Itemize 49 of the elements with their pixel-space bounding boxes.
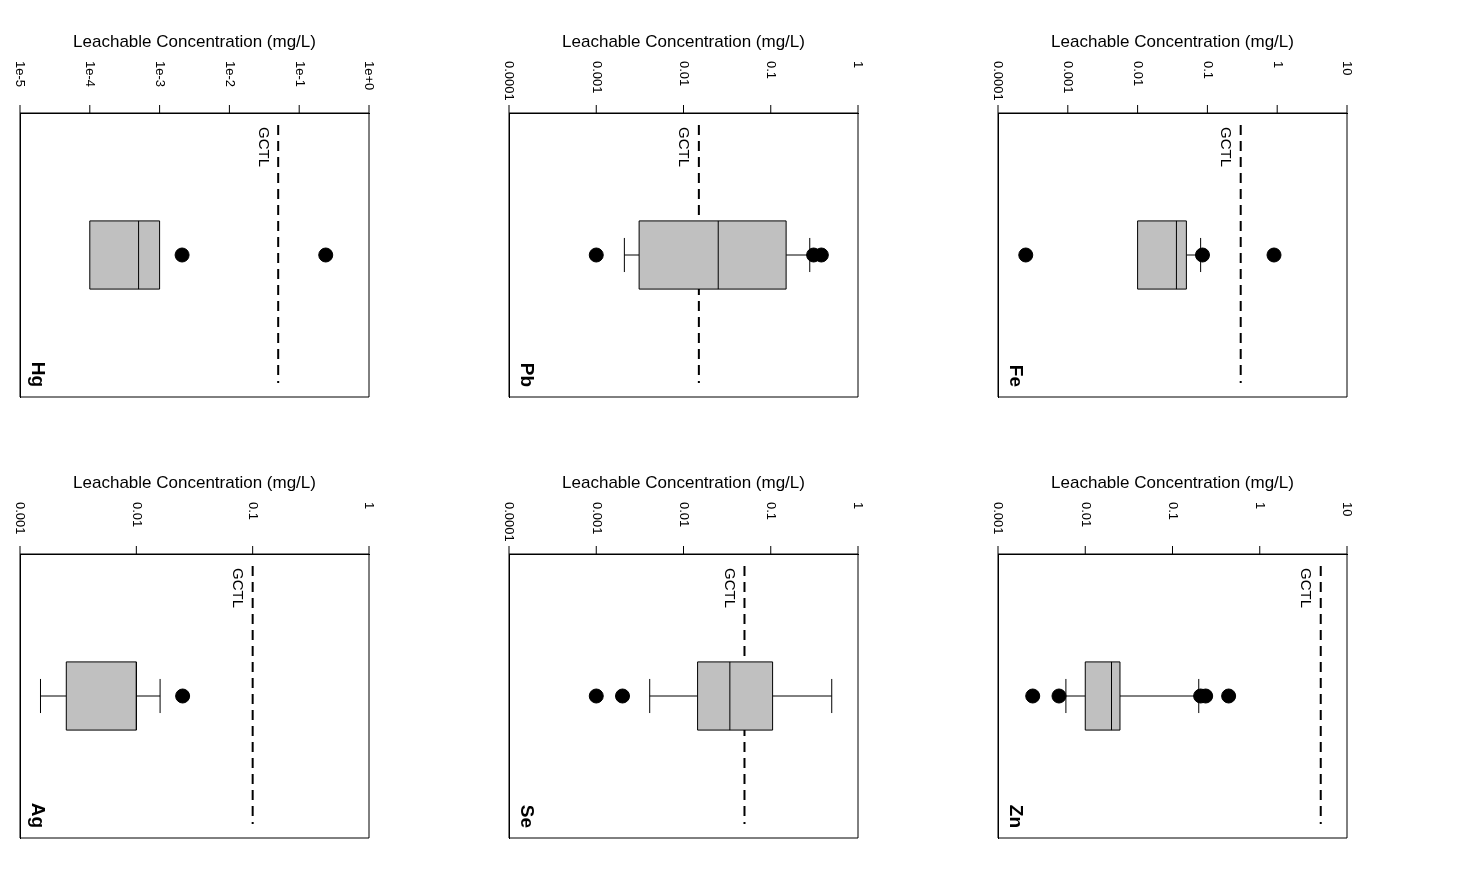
x-tick-label: 1e+0 [362,61,378,91]
text: Pb [517,362,539,387]
x-axis-title: Leachable Concentration (mg/L) [73,32,316,52]
x-tick-label: 0.1 [1165,502,1181,521]
x-tick-label: 0.001 [589,61,605,94]
x-tick-label: 0.0001 [502,61,518,101]
x-tick-label: 10 [1340,502,1356,517]
text: Zn [1006,804,1028,828]
x-tick-label: 0.01 [129,502,145,528]
x-tick-label: 1e-2 [222,61,238,88]
text: Hg [28,361,50,387]
ref-line-label: GCTL [676,127,694,168]
x-tick-label: 0.1 [764,61,780,80]
x-axis-title: Leachable Concentration (mg/L) [1051,473,1294,493]
x-tick-label: 0.01 [1131,61,1147,87]
x-tick-label: 0.0001 [502,502,518,542]
x-axis-title: Leachable Concentration (mg/L) [73,473,316,493]
x-tick-label: 0.1 [1200,61,1216,80]
text: Ag [28,802,50,828]
x-tick-label: 0.0001 [991,61,1007,101]
text: Se [517,804,539,828]
x-tick-label: 0.01 [676,502,692,528]
x-axis-title: Leachable Concentration (mg/L) [562,473,805,493]
x-tick-label: 1 [1270,61,1286,69]
x-axis-title: Leachable Concentration (mg/L) [562,32,805,52]
ref-line-label: GCTL [1298,568,1316,609]
ref-line-label: GCTL [230,568,248,609]
x-tick-label: 1e-3 [153,61,169,88]
x-tick-label: 1 [362,502,378,510]
x-tick-label: 0.01 [1078,502,1094,528]
x-tick-label: 1 [1253,502,1269,510]
x-tick-label: 0.01 [676,61,692,87]
x-tick-label: 1 [851,502,867,510]
x-tick-label: 0.001 [13,502,29,535]
ref-line-label: GCTL [255,127,273,168]
x-tick-label: 0.1 [764,502,780,521]
ref-line-label: GCTL [721,568,739,609]
x-tick-label: 0.1 [246,502,262,521]
x-axis-title: Leachable Concentration (mg/L) [1051,32,1294,52]
x-tick-label: 1e-1 [292,61,308,88]
x-tick-label: 1e-5 [13,61,29,88]
x-tick-label: 1e-4 [83,61,99,88]
ref-line-label: GCTL [1218,127,1236,168]
x-tick-label: 10 [1340,61,1356,76]
x-tick-label: 0.001 [991,502,1007,535]
x-tick-label: 1 [851,61,867,69]
text: Fe [1006,364,1028,387]
x-tick-label: 0.001 [589,502,605,535]
x-tick-label: 0.001 [1061,61,1077,94]
